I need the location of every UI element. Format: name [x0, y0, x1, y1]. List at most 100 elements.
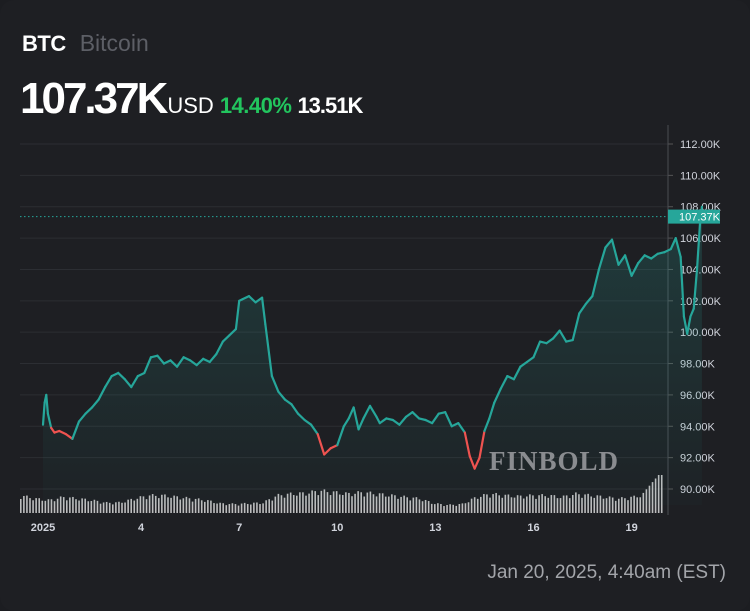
price-line-segment [398, 415, 408, 426]
change-value: 13.51K [297, 93, 363, 118]
price-line-segment [156, 354, 166, 365]
price-line-segment [264, 323, 273, 378]
price-line-segment [457, 422, 466, 434]
volume-bar [271, 500, 274, 513]
price-line-segment [329, 443, 339, 450]
volume-bar [158, 498, 160, 513]
volume-bar [56, 498, 59, 513]
price-line-segment [90, 398, 100, 409]
price-line-segment [162, 359, 172, 365]
price-line-segment [195, 357, 205, 367]
price-line-segment [545, 337, 555, 345]
current-price: 107.37K [20, 74, 168, 123]
volume-bar [265, 500, 267, 513]
price-line-segment [64, 433, 74, 440]
volume-bar [133, 500, 136, 513]
price-line-segment [296, 412, 306, 422]
x-axis-tick-label: 2025 [31, 522, 55, 534]
volume-bar [581, 497, 583, 513]
volume-bar [458, 503, 461, 513]
price-line-segment [283, 398, 293, 406]
volume-bar [262, 503, 264, 513]
price-line-segment [656, 251, 666, 255]
volume-bar [234, 504, 237, 513]
volume-bar [627, 500, 629, 513]
price-line-segment [669, 236, 677, 251]
volume-bar [440, 503, 442, 513]
volume-bar [170, 497, 172, 513]
price-line-segment [591, 268, 601, 298]
volume-bar [397, 498, 399, 513]
volume-bar [182, 498, 185, 513]
volume-bar [112, 504, 114, 513]
volume-bar [118, 501, 120, 513]
volume-bar [228, 504, 231, 513]
volume-bar [99, 503, 102, 513]
price-line-segment [637, 254, 646, 265]
volume-bar [191, 501, 194, 513]
volume-bar [90, 500, 93, 513]
volume-bar [225, 505, 228, 513]
volume-bar [216, 503, 218, 513]
volume-bar [62, 497, 65, 513]
volume-bar [430, 503, 433, 513]
price-line-segment [558, 329, 568, 343]
price-line-segment [679, 255, 686, 318]
x-axis-tick-label: 19 [625, 522, 637, 534]
volume-bar [69, 497, 71, 513]
volume-bar [84, 498, 86, 513]
x-axis-tick-label: 4 [138, 522, 145, 534]
volume-bar [434, 504, 436, 513]
volume-bar [510, 497, 513, 513]
volume-bar [611, 497, 614, 513]
y-axis-tick-label: 112.00K [680, 139, 721, 151]
volume-bar [639, 497, 642, 513]
volume-bar [219, 502, 221, 513]
price-line-segment [538, 340, 548, 345]
volume-bar [210, 500, 212, 513]
price-line-segment [270, 374, 280, 393]
price-line-segment [468, 454, 476, 470]
price-line-segment [695, 218, 702, 271]
volume-bar [20, 498, 22, 513]
price-line-segment [512, 365, 522, 381]
volume-bar [415, 497, 418, 513]
price-line-segment [41, 401, 46, 426]
price-line-segment [104, 374, 113, 389]
volume-bar [470, 498, 473, 513]
volume-bar [38, 498, 40, 513]
volume-bar [473, 497, 476, 513]
price-line-segment [604, 238, 614, 249]
current-price-label: 107.37K [679, 212, 721, 224]
price-line-segment [552, 329, 561, 340]
volume-bar [200, 500, 203, 513]
price-line-segment [149, 354, 159, 359]
volume-bar [179, 499, 182, 513]
price-line-segment [58, 429, 67, 436]
volume-bar [547, 497, 550, 513]
price-line-segment [478, 429, 486, 459]
price-line-segment [506, 374, 515, 381]
price-line-segment [136, 371, 146, 378]
volume-bar [53, 501, 56, 513]
volume-bar [256, 502, 258, 513]
price-line-segment [437, 411, 447, 415]
volume-bar [501, 497, 504, 513]
y-axis-tick-label: 110.00K [680, 170, 721, 182]
price-line-segment [493, 387, 502, 404]
volume-bar [75, 499, 77, 513]
volume-bar [614, 500, 617, 513]
price-line-segment [228, 327, 238, 337]
volume-bar [443, 506, 445, 513]
price-line-segment [84, 406, 94, 415]
price-line-segment [519, 360, 529, 368]
price-line-segment [97, 385, 107, 401]
price-line-segment [404, 411, 414, 418]
price-line-segment [610, 238, 620, 266]
current-price-badge [668, 209, 720, 224]
volume-bar [556, 498, 559, 513]
volume-bar [268, 499, 270, 513]
volume-bar [489, 497, 491, 513]
